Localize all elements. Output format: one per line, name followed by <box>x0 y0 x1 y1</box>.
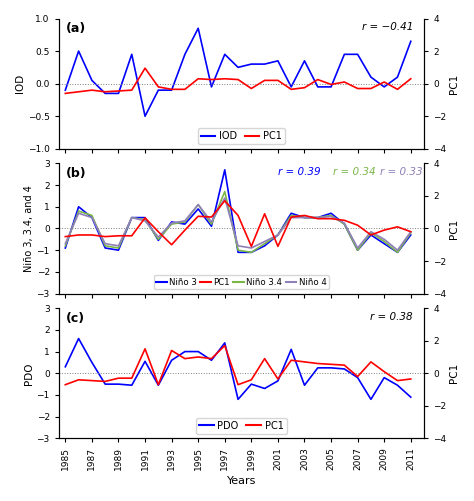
Y-axis label: IOD: IOD <box>15 74 25 93</box>
X-axis label: Years: Years <box>227 476 256 486</box>
Y-axis label: PC1: PC1 <box>449 363 459 383</box>
Text: (c): (c) <box>66 312 85 325</box>
Y-axis label: PDO: PDO <box>24 362 34 385</box>
Text: r = 0.33: r = 0.33 <box>380 167 423 177</box>
Legend: PDO, PC1: PDO, PC1 <box>196 418 287 433</box>
Legend: Niño 3, PC1, Niño 3.4, Niño 4: Niño 3, PC1, Niño 3.4, Niño 4 <box>154 275 329 289</box>
Y-axis label: PC1: PC1 <box>449 74 459 94</box>
Text: r = 0.34: r = 0.34 <box>333 167 375 177</box>
Text: r = 0.38: r = 0.38 <box>371 312 413 322</box>
Text: r = −0.41: r = −0.41 <box>362 23 413 33</box>
Text: (a): (a) <box>66 23 86 36</box>
Y-axis label: Niño 3, 3.4, and 4: Niño 3, 3.4, and 4 <box>24 185 34 272</box>
Text: r = 0.39: r = 0.39 <box>278 167 320 177</box>
Y-axis label: PC1: PC1 <box>449 218 459 238</box>
Text: (b): (b) <box>66 167 87 180</box>
Legend: IOD, PC1: IOD, PC1 <box>198 128 285 144</box>
